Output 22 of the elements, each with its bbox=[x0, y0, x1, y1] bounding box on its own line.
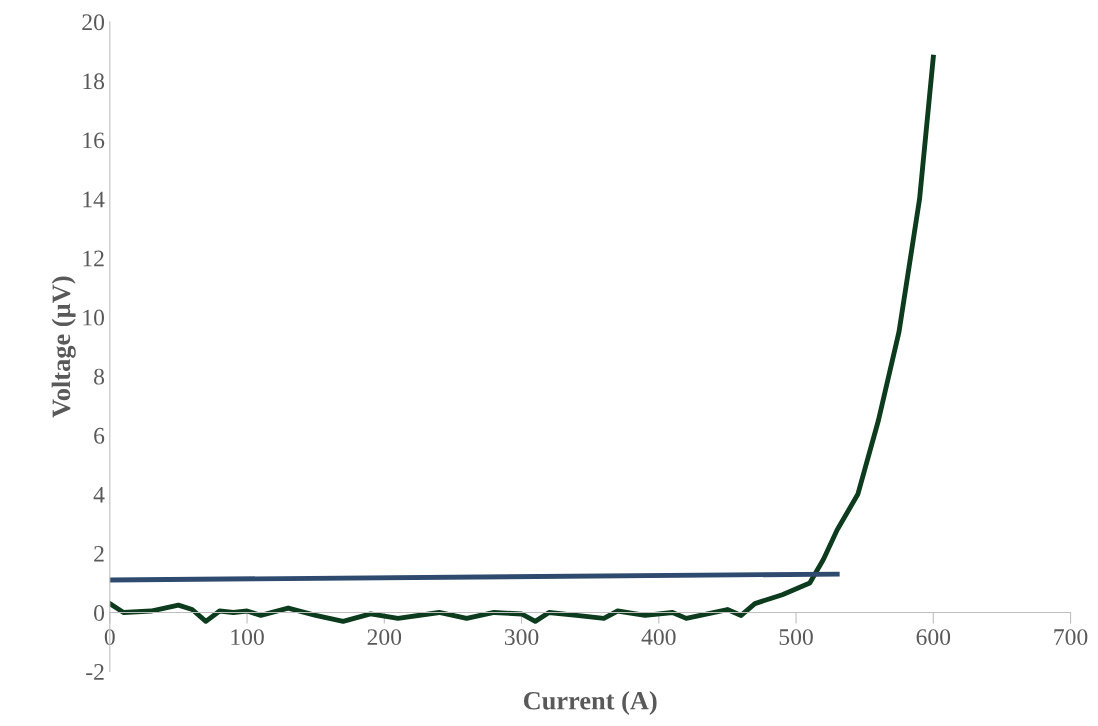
x-tick-label: 600 bbox=[916, 629, 951, 646]
y-tick-label: 4 bbox=[93, 486, 105, 503]
x-tick-label: 400 bbox=[641, 629, 676, 646]
y-tick-label: 10 bbox=[83, 309, 105, 326]
y-tick-label: 12 bbox=[83, 250, 104, 267]
x-tick-label: 500 bbox=[779, 629, 813, 646]
y-tick-label: 16 bbox=[83, 132, 105, 149]
y-tick-label: 0 bbox=[94, 604, 105, 621]
x-tick-label: 700 bbox=[1054, 629, 1088, 646]
y-tick-label: 8 bbox=[94, 368, 105, 385]
y-tick-label: 6 bbox=[94, 427, 105, 444]
x-tick-label: 300 bbox=[504, 629, 539, 646]
y-tick-label: -2 bbox=[86, 664, 104, 680]
x-tick-label: 100 bbox=[231, 629, 264, 646]
x-axis-title: Current (A) bbox=[523, 691, 657, 715]
y-axis-title: Voltage (µV) bbox=[51, 276, 76, 418]
y-tick-label: 18 bbox=[83, 73, 105, 90]
y-tick-label: 2 bbox=[94, 545, 104, 562]
line-series bbox=[109, 54, 936, 624]
y-tick-label: 20 bbox=[82, 14, 105, 31]
y-tick-label: 14 bbox=[83, 191, 105, 208]
x-tick-label: 200 bbox=[367, 629, 402, 646]
